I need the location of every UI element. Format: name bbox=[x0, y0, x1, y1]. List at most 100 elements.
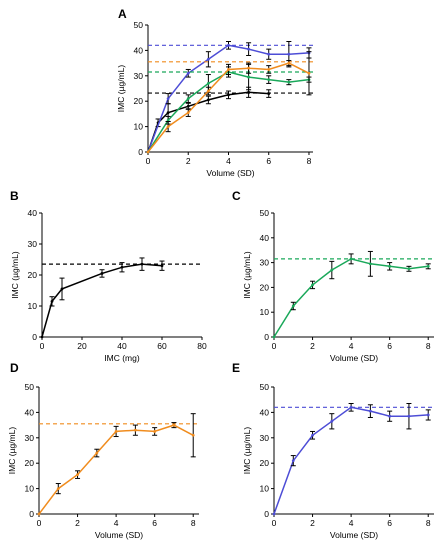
panel-letter: A bbox=[118, 7, 127, 21]
data-point bbox=[206, 82, 210, 85]
y-tick-label: 30 bbox=[260, 258, 270, 268]
y-tick-label: 0 bbox=[32, 332, 37, 342]
y-axis-label: IMC (µg/mL) bbox=[242, 427, 252, 475]
x-tick-label: 0 bbox=[146, 156, 151, 166]
data-point bbox=[140, 262, 144, 266]
data-point bbox=[40, 335, 44, 339]
data-point bbox=[291, 304, 295, 308]
data-point bbox=[247, 90, 251, 94]
y-axis-label: IMC (µg/mL) bbox=[116, 65, 126, 113]
x-tick-label: 2 bbox=[186, 156, 191, 166]
y-tick-label: 20 bbox=[25, 458, 35, 468]
y-tick-label: 50 bbox=[25, 382, 35, 392]
x-axis-label: Volume (SD) bbox=[206, 168, 254, 178]
series-0 bbox=[272, 250, 434, 339]
x-tick-label: 8 bbox=[307, 156, 312, 166]
data-point bbox=[368, 262, 372, 266]
panel-letter: C bbox=[232, 189, 241, 203]
y-axis-label: IMC (µg/mL) bbox=[10, 251, 20, 299]
data-point bbox=[287, 52, 291, 56]
y-tick-label: 10 bbox=[260, 307, 270, 317]
data-point bbox=[272, 512, 276, 516]
data-point bbox=[291, 459, 295, 463]
x-tick-label: 4 bbox=[114, 518, 119, 528]
y-tick-label: 20 bbox=[260, 282, 270, 292]
series-1 bbox=[146, 41, 313, 154]
data-point bbox=[186, 71, 190, 75]
data-point bbox=[426, 413, 430, 417]
data-point bbox=[287, 80, 291, 84]
data-point bbox=[120, 265, 124, 269]
panel-letter: E bbox=[232, 361, 240, 375]
x-tick-label: 80 bbox=[197, 341, 207, 351]
y-tick-label: 20 bbox=[134, 96, 144, 106]
y-tick-label: 0 bbox=[138, 147, 143, 157]
panel-c: C 0 2 4 6 8 0 10 20 30 40 50 Volume (SD) IMC (µg/mL) bbox=[232, 189, 434, 363]
x-tick-label: 20 bbox=[77, 341, 87, 351]
y-tick-label: 30 bbox=[25, 433, 35, 443]
x-axis-label: IMC (mg) bbox=[104, 353, 140, 363]
x-tick-label: 40 bbox=[117, 341, 127, 351]
panel-a: A 0 2 4 6 8 0 10 20 30 40 50 Volume (SD) IMC (µg/mL) bbox=[116, 7, 313, 178]
data-point bbox=[172, 423, 176, 427]
series-0 bbox=[272, 403, 434, 516]
x-tick-label: 4 bbox=[349, 341, 354, 351]
data-point bbox=[186, 104, 190, 108]
series-line bbox=[273, 258, 429, 338]
y-tick-label: 40 bbox=[260, 407, 270, 417]
y-tick-label: 30 bbox=[260, 433, 270, 443]
data-point bbox=[247, 75, 251, 79]
x-tick-label: 0 bbox=[40, 341, 45, 351]
data-point bbox=[50, 299, 54, 303]
data-point bbox=[206, 57, 210, 61]
panel-letter: D bbox=[10, 361, 19, 375]
series-line bbox=[38, 424, 194, 515]
series-2 bbox=[146, 63, 313, 154]
series-3 bbox=[146, 51, 313, 154]
data-point bbox=[60, 287, 64, 291]
x-tick-label: 8 bbox=[426, 341, 431, 351]
y-tick-label: 10 bbox=[260, 484, 270, 494]
x-axis-label: Volume (SD) bbox=[330, 530, 378, 540]
data-point bbox=[267, 52, 271, 56]
data-point bbox=[76, 473, 79, 477]
y-axis-label: IMC (µg/mL) bbox=[242, 251, 252, 299]
data-point bbox=[426, 264, 430, 268]
data-point bbox=[186, 97, 190, 101]
series-0 bbox=[146, 86, 313, 154]
y-tick-label: 0 bbox=[29, 509, 34, 519]
series-line bbox=[273, 406, 429, 515]
y-tick-label: 40 bbox=[260, 233, 270, 243]
data-point bbox=[247, 66, 251, 70]
data-point bbox=[267, 68, 271, 71]
data-point bbox=[247, 47, 251, 51]
y-tick-label: 10 bbox=[134, 122, 144, 132]
data-point bbox=[160, 264, 164, 268]
y-tick-label: 50 bbox=[260, 382, 270, 392]
data-point bbox=[349, 257, 353, 261]
y-tick-label: 50 bbox=[260, 208, 270, 218]
y-tick-label: 40 bbox=[28, 208, 38, 218]
x-tick-label: 2 bbox=[310, 341, 315, 351]
data-point bbox=[311, 283, 314, 287]
data-point bbox=[307, 71, 311, 75]
x-tick-label: 0 bbox=[272, 518, 277, 528]
data-point bbox=[166, 118, 170, 122]
x-tick-label: 2 bbox=[310, 518, 315, 528]
x-tick-label: 6 bbox=[152, 518, 157, 528]
panel-b: B 0 20 40 60 80 0 10 20 30 40 IMC (mg) IMC (µg/mL) bbox=[10, 189, 207, 363]
data-point bbox=[388, 264, 392, 268]
x-tick-label: 0 bbox=[37, 518, 42, 528]
y-tick-label: 20 bbox=[260, 458, 270, 468]
y-tick-label: 10 bbox=[25, 484, 35, 494]
data-point bbox=[166, 125, 170, 128]
data-point bbox=[206, 89, 210, 93]
data-point bbox=[407, 414, 411, 418]
y-tick-label: 0 bbox=[264, 509, 269, 519]
data-point bbox=[407, 267, 411, 271]
data-point bbox=[37, 512, 41, 516]
y-tick-label: 40 bbox=[134, 45, 144, 55]
data-point bbox=[368, 409, 372, 413]
x-tick-label: 8 bbox=[191, 518, 196, 528]
